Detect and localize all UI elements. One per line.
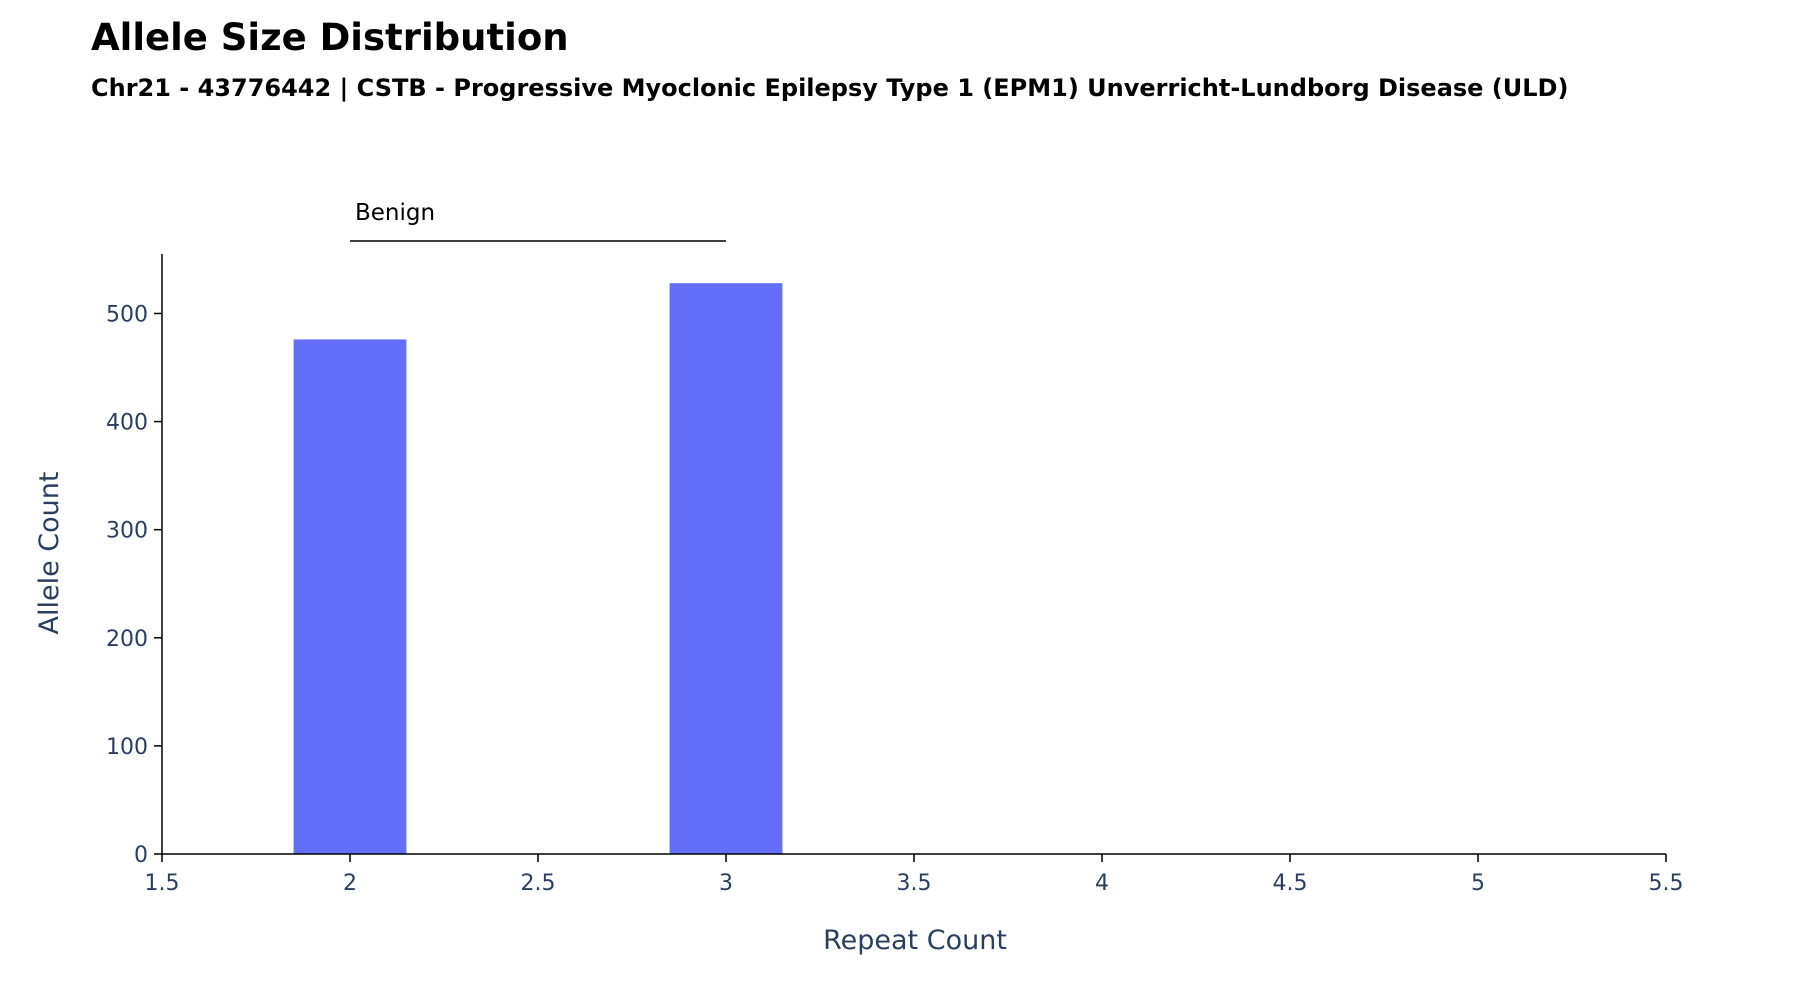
- chart-title: Allele Size Distribution: [91, 16, 569, 59]
- x-tick-label: 4.5: [1273, 871, 1308, 896]
- y-tick-label: 300: [106, 519, 148, 544]
- y-tick-label: 400: [106, 411, 148, 436]
- y-axis-title: Allele Count: [34, 472, 65, 635]
- x-axis-title: Repeat Count: [823, 925, 1007, 956]
- range-annotations: Benign: [350, 200, 726, 242]
- x-tick-label: 2.5: [521, 871, 556, 896]
- y-tick-label: 500: [106, 302, 148, 327]
- bar: [669, 283, 783, 854]
- x-tick-label: 1.5: [145, 871, 180, 896]
- bars: [293, 283, 783, 854]
- x-tick-label: 3.5: [897, 871, 932, 896]
- x-tick-label: 3: [719, 871, 733, 896]
- x-tick-label: 5.5: [1649, 871, 1684, 896]
- axes: 1.5 2 2.5 3 3.5 4 4.5 5 5.5 0 100 200 300 400 500: [106, 254, 1684, 896]
- chart-subtitle: Chr21 - 43776442 | CSTB - Progressive My…: [91, 74, 1568, 102]
- y-tick-label: 0: [134, 843, 148, 868]
- range-label: Benign: [355, 200, 435, 226]
- y-tick-label: 200: [106, 627, 148, 652]
- x-tick-label: 5: [1471, 871, 1485, 896]
- x-tick-label: 2: [343, 871, 357, 896]
- x-tick-label: 4: [1095, 871, 1109, 896]
- y-tick-label: 100: [106, 735, 148, 760]
- bar: [293, 339, 407, 854]
